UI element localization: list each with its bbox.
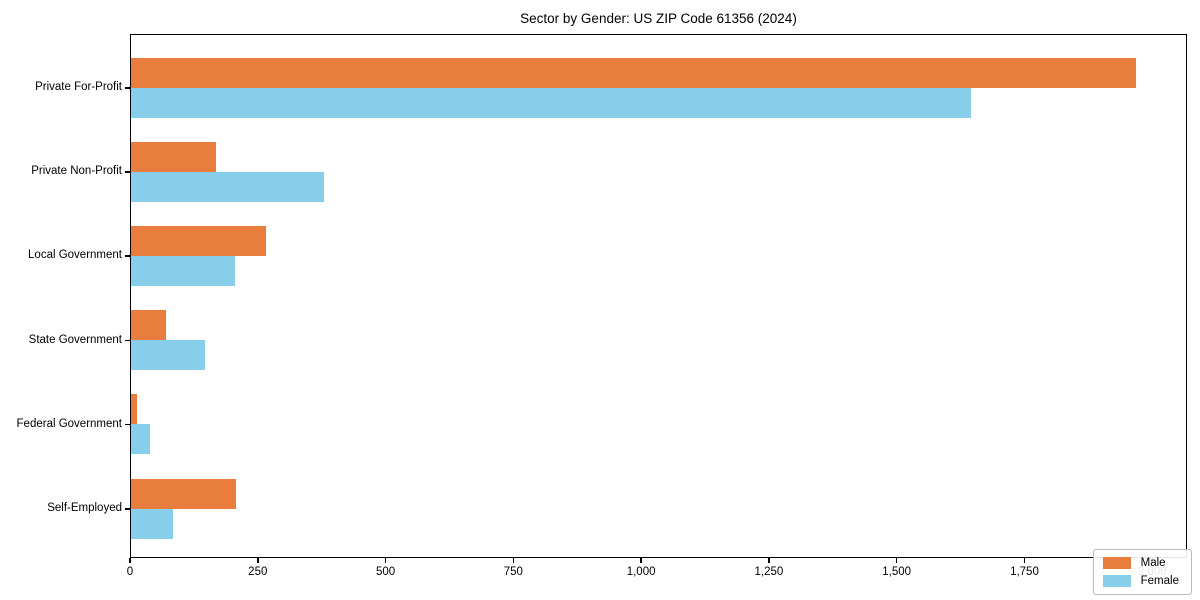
legend-item-male: Male [1102,557,1179,569]
legend-label-female: Female [1140,575,1179,587]
y-tick-mark-2 [125,255,130,257]
x-tick-mark-5 [768,558,770,563]
x-tick-label-3: 750 [503,566,523,578]
x-tick-mark-7 [1023,558,1026,563]
plot-area [130,34,1187,558]
y-tick-label-0: Private For-Profit [35,81,122,93]
male-series-swatch [1102,557,1131,569]
y-tick-label-1: Private Non-Profit [31,165,122,178]
x-tick-label-5: 1,250 [754,566,784,578]
legend: Male Female [1092,549,1192,595]
bar-male-2 [131,225,267,256]
bar-female-1 [131,171,325,202]
y-tick-label-3: State Government [28,333,122,346]
chart-title: Sector by Gender: US ZIP Code 61356 (202… [520,11,797,26]
bar-male-0 [131,57,1136,88]
y-tick-mark-3 [125,339,130,342]
x-tick-mark-0 [129,558,131,563]
bar-female-5 [131,508,173,539]
bar-female-4 [131,424,150,455]
bar-male-1 [131,141,216,172]
x-tick-mark-2 [384,558,387,563]
y-tick-mark-4 [125,423,130,426]
bar-female-2 [131,255,236,286]
y-tick-mark-5 [125,508,130,510]
x-tick-label-0: 0 [126,566,134,578]
x-tick-label-6: 1,500 [882,566,912,578]
x-tick-mark-4 [640,558,642,563]
y-tick-label-4: Federal Government [16,417,122,430]
x-tick-label-1: 250 [248,566,268,578]
bar-male-3 [131,310,166,341]
bar-male-5 [131,478,236,509]
x-tick-label-4: 1,000 [626,566,656,578]
x-tick-mark-3 [512,558,515,563]
x-tick-mark-6 [895,558,898,563]
y-tick-mark-0 [125,87,130,89]
y-tick-label-5: Self-Employed [47,502,122,514]
x-tick-label-7: 1,750 [1010,566,1039,578]
x-tick-label-2: 500 [375,566,396,578]
legend-item-female: Female [1102,575,1179,587]
bar-male-4 [131,394,137,425]
x-tick-mark-1 [257,558,259,563]
bar-female-3 [131,340,206,371]
y-tick-mark-1 [125,171,130,173]
legend-label-male: Male [1140,557,1166,569]
bar-female-0 [131,87,971,118]
female-series-swatch [1102,575,1131,587]
y-tick-label-2: Local Government [28,249,122,262]
